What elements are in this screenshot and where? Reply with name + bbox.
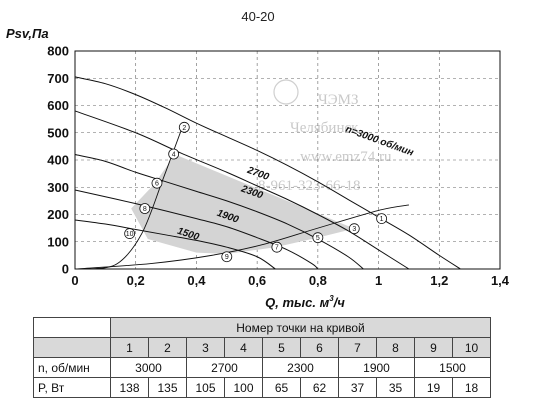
fan-curve-line	[74, 76, 461, 270]
operating-point-label: 9	[225, 254, 229, 261]
watermark-line-4: 8-961-323-66-18	[258, 178, 360, 194]
fan-curves	[74, 76, 461, 270]
operating-point-marker	[376, 213, 388, 224]
operating-point-marker	[312, 232, 324, 244]
y-tick-label: 100	[47, 234, 69, 249]
fan-curve-line	[74, 110, 410, 270]
operating-point-marker	[139, 203, 151, 214]
power-cell: 105	[186, 377, 225, 398]
system-curve-line	[74, 204, 410, 270]
watermark-line-2: Челябинск	[290, 120, 359, 136]
power-cell: 135	[148, 377, 187, 398]
x-tick-label: 0	[71, 273, 78, 288]
point-number-cell: 2	[148, 337, 187, 358]
operating-point-label: 10	[126, 231, 134, 238]
y-tick-label: 500	[47, 125, 69, 140]
table-header: Номер точки на кривой	[110, 317, 491, 338]
fan-performance-chart: 40-20 Psv,Па ЧЭМЗ Челябинск www.emz74.ru…	[6, 9, 510, 310]
speed-cell: 3000	[110, 357, 187, 378]
point-number-cell: 6	[300, 337, 339, 358]
operating-point-marker	[271, 241, 283, 253]
x-axis-label-sup: 3	[329, 294, 334, 303]
fan-curve-line	[74, 189, 319, 270]
table-corner	[33, 317, 111, 338]
power-cell: 65	[262, 377, 301, 398]
point-number-cell: 1	[110, 337, 149, 358]
operating-point-marker	[124, 228, 136, 239]
power-cell: 18	[452, 377, 491, 398]
y-tick-label: 800	[47, 44, 69, 59]
table-corner-2	[33, 337, 111, 358]
watermark-line-3: www.emz74.ru	[300, 149, 392, 165]
x-tick-label: 1,2	[430, 273, 448, 288]
x-tick-label: 0,4	[187, 273, 206, 288]
x-axis-label-tail: /ч	[333, 295, 346, 310]
y-tick-label: 0	[62, 262, 69, 277]
x-tick-label: 0,6	[248, 273, 266, 288]
y-tick-label: 300	[47, 180, 69, 195]
operating-point-label: 1	[380, 216, 384, 223]
operating-point-marker	[151, 177, 163, 189]
points-table: Номер точки на кривой 1 2 3 4 5 6 7 8 9 …	[33, 317, 491, 398]
operating-point-marker	[168, 148, 180, 160]
x-axis-label: Q, тыс. м3/ч	[265, 294, 345, 310]
y-tick-label: 200	[47, 207, 69, 222]
y-tick-label: 700	[47, 71, 69, 86]
x-tick-label: 1	[375, 273, 382, 288]
y-tick-label: 400	[47, 153, 69, 168]
operating-point-label: 7	[275, 245, 279, 252]
fan-curve-line	[74, 154, 364, 270]
x-axis-label-main: Q, тыс. м	[265, 295, 329, 310]
x-tick-label: 0,2	[127, 273, 145, 288]
point-number-cell: 7	[338, 337, 377, 358]
point-number-cell: 3	[186, 337, 225, 358]
power-cell: 37	[338, 377, 377, 398]
point-number-cell: 5	[262, 337, 301, 358]
point-number-cell: 10	[452, 337, 491, 358]
y-tick-label: 600	[47, 98, 69, 113]
axes	[74, 50, 501, 270]
power-cell: 138	[110, 377, 149, 398]
operating-point-label: 3	[352, 226, 356, 233]
speed-cell: 2300	[262, 357, 339, 378]
operating-point-label: 6	[155, 181, 159, 188]
operating-point-label: 2	[182, 125, 186, 132]
power-cell: 62	[300, 377, 339, 398]
y-axis-label: Psv,Па	[6, 26, 49, 41]
point-number-cell: 8	[376, 337, 415, 358]
x-tick-label: 0,8	[309, 273, 327, 288]
watermark: ЧЭМЗ Челябинск www.emz74.ru 8-961-323-66…	[258, 79, 392, 194]
operating-points: 1 2 3 4 5 6 7 8 9 10	[124, 121, 388, 263]
chart-title: 40-20	[241, 9, 274, 24]
power-cell: 19	[414, 377, 453, 398]
tick-labels: 0 0,2 0,4 0,6 0,8 1 1,2 1,4 0 100 200 300 400 500 600 7…	[47, 44, 510, 289]
operating-point-label: 8	[143, 206, 147, 213]
speed-cell: 1900	[338, 357, 415, 378]
plot-frame	[74, 50, 501, 270]
power-cell: 100	[224, 377, 263, 398]
operating-point-marker	[348, 223, 360, 235]
x-tick-label: 1,4	[491, 273, 510, 288]
row-label-power: P, Вт	[33, 377, 111, 398]
operating-point-marker	[221, 251, 233, 263]
speed-cell: 2700	[186, 357, 263, 378]
watermark-logo-icon	[273, 79, 299, 105]
operating-point-marker	[178, 121, 190, 133]
watermark-line-1: ЧЭМЗ	[318, 92, 359, 108]
row-label-speed: n, об/мин	[33, 357, 111, 378]
fan-curve-line	[74, 219, 276, 270]
operating-point-label: 5	[316, 235, 320, 242]
speed-cell: 1500	[414, 357, 491, 378]
point-number-cell: 9	[414, 337, 453, 358]
operating-point-label: 4	[172, 152, 176, 159]
point-number-cell: 4	[224, 337, 263, 358]
power-cell: 35	[376, 377, 415, 398]
